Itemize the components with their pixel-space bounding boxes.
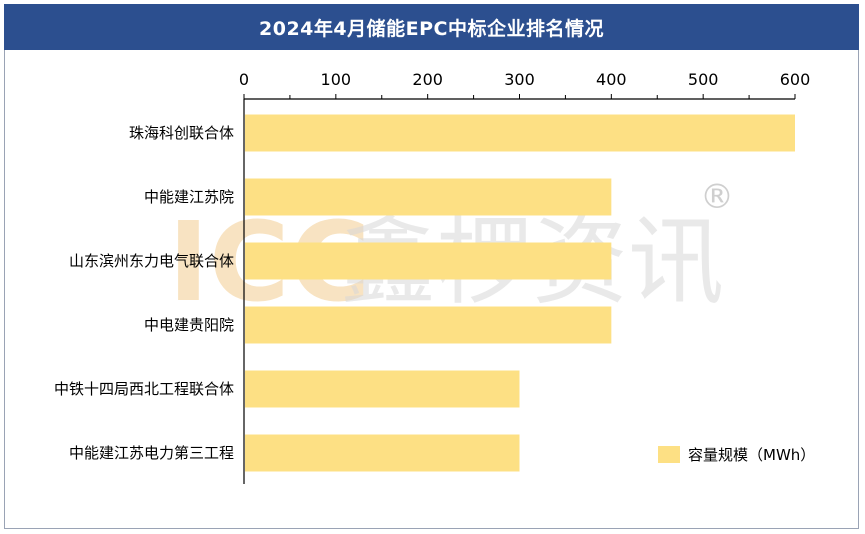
category-label: 中能建江苏院 [144, 188, 234, 206]
bar [245, 178, 612, 216]
x-tick-label: 0 [239, 70, 249, 89]
bars [245, 114, 795, 472]
category-label: 中铁十四局西北工程联合体 [54, 380, 234, 398]
x-axis: 0 100 200 300 400 500 600 [239, 70, 810, 484]
x-tick-label: 200 [412, 70, 443, 89]
category-labels: 珠海科创联合体中能建江苏院山东滨州东力电气联合体中电建贵阳院中铁十四局西北工程联… [54, 124, 234, 462]
x-tick-label: 400 [596, 70, 627, 89]
chart-title: 2024年4月储能EPC中标企业排名情况 [4, 4, 859, 50]
x-tick-label: 100 [321, 70, 352, 89]
category-label: 山东滨州东力电气联合体 [69, 252, 234, 270]
legend: 容量规模（MWh） [658, 446, 815, 464]
x-tick-label: 500 [688, 70, 719, 89]
bar [245, 434, 520, 472]
bar [245, 306, 612, 344]
bar [245, 370, 520, 408]
legend-label: 容量规模（MWh） [688, 446, 815, 464]
category-label: 珠海科创联合体 [129, 124, 234, 142]
category-label: 中能建江苏电力第三工程 [69, 444, 234, 462]
bar [245, 242, 612, 280]
category-label: 中电建贵阳院 [144, 316, 234, 334]
legend-swatch [658, 446, 680, 463]
watermark-registered-mark: ® [700, 177, 734, 217]
x-tick-label: 600 [780, 70, 811, 89]
bar [245, 114, 795, 152]
x-tick-label: 300 [504, 70, 535, 89]
